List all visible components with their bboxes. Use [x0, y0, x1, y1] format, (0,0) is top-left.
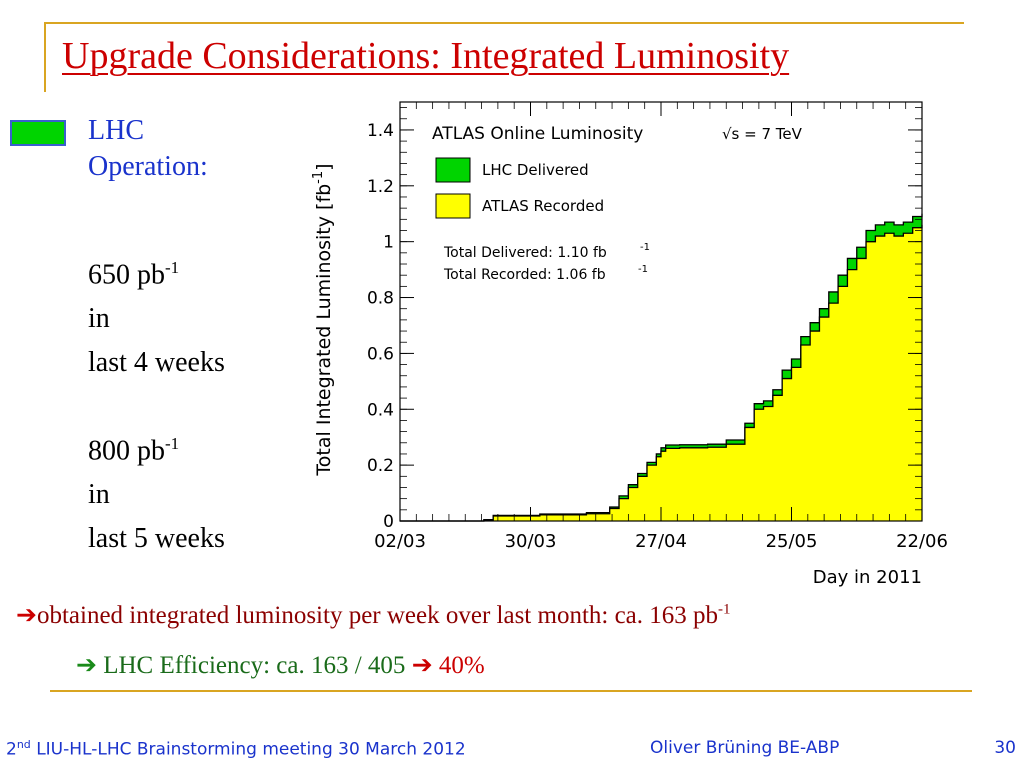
energy-label: √s = 7 TeV: [722, 125, 803, 143]
page-number: 30: [994, 738, 1016, 758]
stat1-in: in: [88, 303, 110, 335]
stat2-value: 800 pb: [88, 435, 165, 467]
legend-label: ATLAS Recorded: [482, 197, 604, 215]
right-arrow-icon: ➔: [76, 652, 97, 679]
right-arrow-icon: ➔: [411, 652, 433, 679]
x-tick-label: 02/03: [374, 531, 426, 552]
conclusion-exp: -1: [718, 601, 731, 618]
footer-ordinal: 2: [6, 739, 17, 760]
top-accent-line: [44, 22, 964, 24]
y-tick-label: 1.4: [367, 121, 394, 141]
legend-swatch: [435, 157, 471, 183]
left-accent-line: [44, 22, 46, 92]
series-area-atlas-recorded: [400, 224, 922, 521]
y-tick-label: 0.4: [367, 400, 394, 420]
right-arrow-icon: ➔: [16, 602, 37, 629]
y-tick-label: 1: [383, 233, 394, 253]
total-label: Total Recorded: 1.06 fb: [443, 267, 606, 283]
footer: 2nd LIU-HL-LHC Brainstorming meeting 30 …: [0, 736, 1024, 764]
conclusion-line: ➔obtained integrated luminosity per week…: [16, 600, 731, 630]
conclusion-text: obtained integrated luminosity per week …: [36, 602, 719, 629]
chart-title: ATLAS Online Luminosity: [432, 124, 643, 144]
series-line-atlas-recorded: [400, 224, 923, 522]
footer-ordinal-suffix: nd: [16, 738, 31, 751]
stat2-in: in: [88, 479, 110, 511]
y-axis-label-text: Total Integrated Luminosity [fb: [313, 184, 335, 477]
x-tick-label: 30/03: [505, 531, 557, 552]
bottom-accent-line: [50, 690, 972, 692]
stat1-exp: -1: [165, 258, 180, 277]
y-tick-label: 1.2: [367, 177, 394, 197]
y-tick-label: 0: [383, 512, 394, 532]
stat1-period: last 4 weeks: [88, 347, 225, 379]
x-tick-label: 27/04: [635, 531, 687, 552]
luminosity-chart: 0 0.2 0.4 0.6 0.8 1 1.2 1.4 02/03 30/03 27/04 25/05…: [311, 101, 948, 588]
lhc-label-line1: LHC: [88, 115, 144, 146]
footer-meeting: 2nd LIU-HL-LHC Brainstorming meeting 30 …: [6, 738, 466, 760]
total-exp: -1: [638, 264, 648, 275]
lhc-label-line2: Operation:: [88, 151, 208, 182]
legend-label: LHC Delivered: [482, 161, 589, 179]
y-tick-label: 0.2: [367, 456, 394, 476]
total-exp: -1: [640, 242, 650, 253]
efficiency-line: ➔ LHC Efficiency: ca. 163 / 405 ➔ 40%: [76, 650, 485, 680]
lhc-operation-label: LHC Operation:: [88, 113, 208, 185]
efficiency-result: 40%: [438, 652, 485, 679]
legend-swatch: [435, 193, 471, 219]
y-axis-label-exp: -1: [311, 171, 326, 184]
slide-title: Upgrade Considerations: Integrated Lumin…: [62, 35, 790, 77]
stat1-value: 650 pb: [88, 259, 165, 291]
y-axis-label: Total Integrated Luminosity [fb-1]: [311, 163, 335, 476]
stat-800: 800 pb-1 in last 5 weeks: [88, 422, 225, 561]
stat2-period: last 5 weeks: [88, 523, 225, 555]
footer-author: Oliver Brüning BE-ABP: [650, 738, 840, 758]
total-label: Total Delivered: 1.10 fb: [443, 245, 607, 261]
x-axis-label: Day in 2011: [813, 567, 922, 588]
y-axis-label-close: ]: [313, 163, 335, 170]
y-tick-label: 0.6: [367, 344, 394, 364]
x-tick-label: 22/06: [896, 531, 948, 552]
x-tick-label: 25/05: [766, 531, 818, 552]
y-tick-label: 0.8: [367, 289, 394, 309]
footer-meeting-text: LIU-HL-LHC Brainstorming meeting 30 Marc…: [30, 739, 466, 760]
stat-650: 650 pb-1 in last 4 weeks: [88, 246, 225, 385]
stat2-exp: -1: [165, 434, 180, 453]
lhc-operation-swatch: [10, 120, 66, 146]
efficiency-text: LHC Efficiency: ca. 163 / 405: [103, 652, 406, 679]
